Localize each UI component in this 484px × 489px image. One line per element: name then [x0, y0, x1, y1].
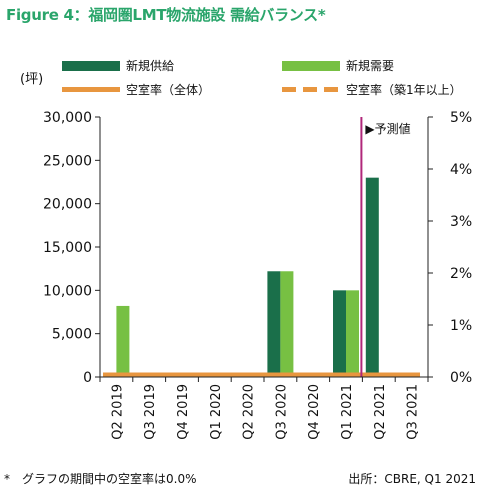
legend-swatch-new-demand	[282, 61, 340, 71]
bar-new-demand	[116, 305, 130, 377]
legend-label-vacancy-new: 空室率（築1年以上）	[346, 83, 462, 97]
chart-title: Figure 4：福岡圏LMT物流施設 需給バランス*	[6, 6, 326, 24]
y-tick-label: 20,000	[43, 197, 92, 213]
bar-new-demand	[280, 271, 294, 377]
source-note: 出所：CBRE, Q1 2021	[348, 472, 476, 486]
bar-new-supply	[365, 177, 379, 377]
legend-swatch-vacancy-new	[282, 87, 340, 92]
forecast-label: ▶予測値	[365, 121, 410, 136]
y2-tick-label: 2%	[450, 266, 472, 282]
y-tick-label: 5,000	[52, 327, 92, 343]
legend-label-new-demand: 新規需要	[346, 59, 395, 73]
x-tick-label: Q4 2020	[307, 384, 322, 440]
x-tick-label: Q3 2021	[406, 384, 421, 440]
bar-new-supply	[267, 271, 281, 377]
x-tick-label: Q1 2021	[340, 384, 355, 440]
y2-tick-label: 1%	[450, 318, 472, 334]
y-tick-label: 0	[83, 370, 92, 386]
x-tick-label: Q2 2021	[373, 384, 388, 440]
y2-tick-label: 4%	[450, 162, 472, 178]
y2-tick-label: 5%	[450, 110, 472, 126]
legend-swatch-vacancy-all	[62, 87, 120, 92]
legend-label-new-supply: 新規供給	[126, 59, 175, 73]
footnote: * グラフの期間中の空室率は0.0%	[4, 472, 197, 486]
y-tick-label: 25,000	[43, 153, 92, 169]
x-tick-label: Q4 2019	[176, 384, 191, 440]
y2-tick-label: 0%	[450, 370, 472, 386]
x-tick-label: Q1 2020	[209, 384, 224, 440]
x-tick-label: Q3 2019	[143, 384, 158, 440]
x-tick-label: Q2 2019	[110, 384, 125, 440]
bar-new-demand	[346, 290, 359, 377]
x-tick-label: Q2 2020	[242, 384, 257, 440]
legend-label-vacancy-all: 空室率（全体）	[126, 83, 211, 97]
legend-swatch-new-supply	[62, 61, 120, 71]
y-tick-label: 15,000	[43, 240, 92, 256]
bar-new-supply	[333, 290, 346, 377]
y-tick-label: 10,000	[43, 283, 92, 299]
y2-tick-label: 3%	[450, 214, 472, 230]
y-tick-label: 30,000	[43, 110, 92, 126]
x-tick-label: Q3 2020	[274, 384, 289, 440]
y-axis-unit: (坪)	[20, 72, 44, 87]
